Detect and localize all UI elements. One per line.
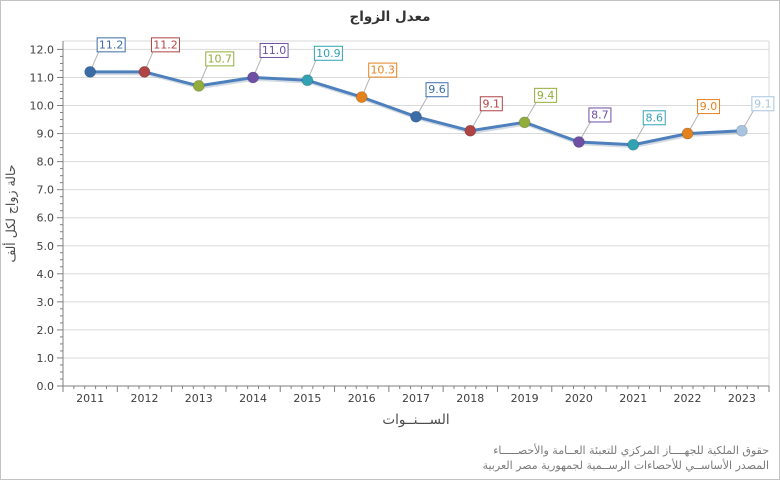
- source-note: حقوق الملكية للجهــــاز المركزي للتعبئة …: [483, 443, 769, 473]
- x-tick-label: 2019: [511, 392, 539, 405]
- y-tick-label: 9.0: [37, 128, 55, 141]
- y-tick-label: 0.0: [37, 380, 55, 393]
- y-tick-label: 1.0: [37, 352, 55, 365]
- data-point: [192, 79, 205, 92]
- data-label-box: [368, 62, 398, 78]
- data-label-box: [479, 96, 503, 112]
- data-label: 11.2: [153, 38, 178, 51]
- data-label: 9.0: [700, 100, 718, 113]
- x-tick-label: 2015: [293, 392, 321, 405]
- y-tick-label: 10.0: [30, 100, 55, 113]
- data-label: 11.0: [262, 44, 287, 57]
- data-label: 9.1: [483, 97, 501, 110]
- data-point: [518, 116, 531, 129]
- data-label-box: [150, 37, 180, 53]
- data-label: 8.7: [591, 108, 609, 121]
- y-tick-label: 7.0: [37, 184, 55, 197]
- chart-canvas: 0.0 1.0 2.0 3.0 4.0 5.0 6.0 7.0 8.0 9.0 10.0 11.0 12…: [2, 37, 775, 428]
- x-tick-label: 2016: [348, 392, 376, 405]
- data-point: [735, 124, 748, 137]
- data-label: 10.3: [370, 64, 395, 77]
- y-tick-label: 8.0: [37, 156, 55, 169]
- data-point: [410, 110, 422, 123]
- x-tick-label: 2020: [565, 392, 593, 405]
- data-label-box: [697, 99, 721, 115]
- x-tick-label: 2011: [76, 392, 104, 405]
- data-label-box: [259, 42, 289, 58]
- x-tick-label: 2013: [185, 392, 213, 405]
- data-point: [138, 65, 151, 78]
- y-tick-label: 5.0: [37, 240, 55, 253]
- x-tick-label: 2021: [619, 392, 647, 405]
- data-point: [301, 74, 314, 87]
- x-tick-label: 2014: [239, 392, 267, 405]
- data-label-box: [751, 96, 775, 112]
- data-label-box: [588, 107, 612, 123]
- data-label: 9.6: [428, 83, 446, 96]
- data-label: 10.7: [208, 52, 233, 65]
- data-point: [84, 65, 97, 78]
- data-label-box: [313, 45, 343, 61]
- x-tick-label: 2018: [456, 392, 484, 405]
- source-note-line1: حقوق الملكية للجهــــاز المركزي للتعبئة …: [493, 444, 769, 457]
- data-label-box: [642, 110, 666, 126]
- x-tick-label: 2012: [130, 392, 158, 405]
- data-label-box: [96, 37, 126, 53]
- data-label-box: [205, 51, 235, 67]
- data-label: 9.1: [754, 97, 772, 110]
- x-tick-label: 2017: [402, 392, 430, 405]
- y-tick-label: 11.0: [30, 71, 55, 84]
- data-label: 10.9: [316, 47, 341, 60]
- data-point: [247, 71, 259, 84]
- y-tick-label: 2.0: [37, 324, 55, 337]
- data-label-box: [534, 87, 558, 103]
- y-tick-label: 6.0: [37, 212, 55, 225]
- y-axis-title: حالة زواج لكل ألف: [2, 165, 19, 263]
- data-point: [464, 124, 477, 137]
- data-label: 9.4: [537, 89, 555, 102]
- data-label: 8.6: [645, 111, 663, 124]
- data-point: [627, 138, 640, 151]
- y-tick-label: 4.0: [37, 268, 55, 281]
- y-tick-label: 3.0: [37, 296, 55, 309]
- data-point: [355, 91, 368, 103]
- data-point: [573, 136, 585, 148]
- data-point: [681, 127, 694, 140]
- x-tick-label: 2022: [674, 392, 702, 405]
- x-tick-label: 2023: [728, 392, 756, 405]
- source-note-line2: المصدر الأساســي للأحصاءات الرســمية لجم…: [482, 459, 769, 472]
- y-tick-label: 12.0: [30, 43, 55, 56]
- x-axis-title: الســـنــوات: [382, 412, 449, 428]
- data-label-box: [425, 82, 449, 98]
- data-label: 11.2: [99, 38, 124, 51]
- chart-title: معدل الزواج: [349, 9, 431, 25]
